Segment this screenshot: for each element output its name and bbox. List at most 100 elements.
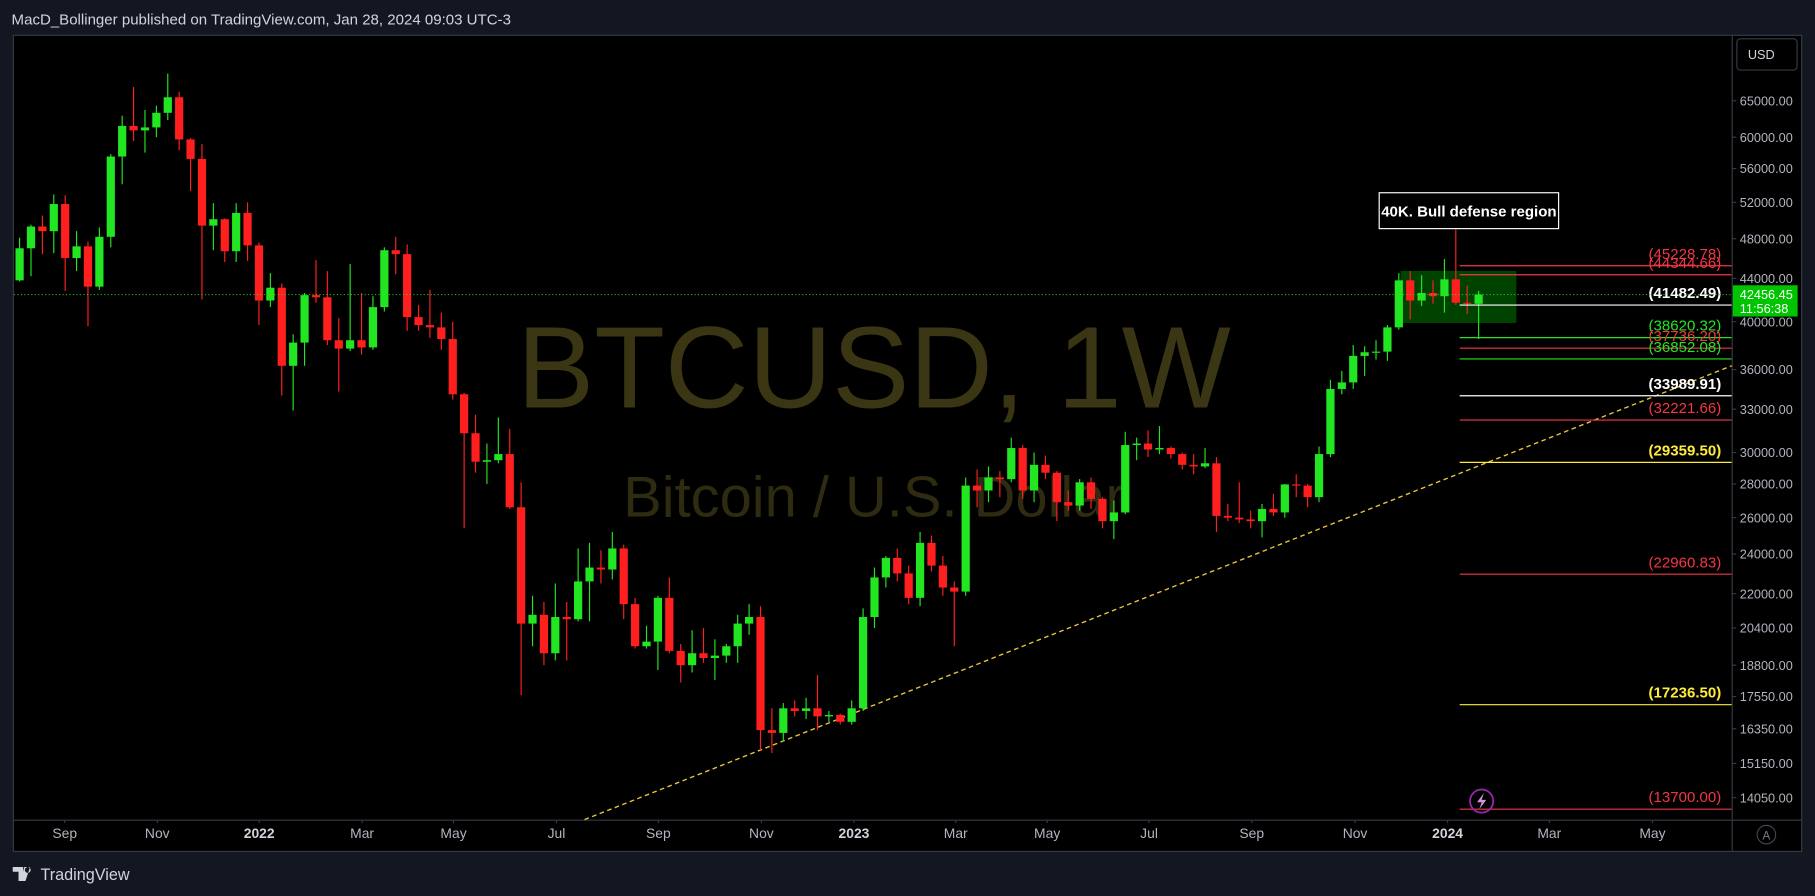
candle-body bbox=[1143, 443, 1153, 450]
x-tick-label: Sep bbox=[646, 825, 671, 841]
y-tick-label: 20400.00 bbox=[1740, 621, 1793, 636]
candle-body bbox=[106, 156, 115, 237]
candle-body bbox=[893, 557, 902, 574]
candle-body bbox=[1041, 464, 1050, 473]
y-tick-label: 28000.00 bbox=[1740, 477, 1793, 492]
candle-body bbox=[83, 246, 93, 287]
candle-body bbox=[1269, 508, 1278, 513]
candle-body bbox=[870, 577, 879, 618]
candle-body bbox=[140, 127, 150, 131]
candle-body bbox=[744, 617, 754, 624]
candle-body bbox=[1086, 482, 1096, 499]
candle-body bbox=[631, 604, 640, 647]
level-label: (41482.49) bbox=[1649, 285, 1722, 302]
x-tick-label: Nov bbox=[145, 825, 170, 841]
currency-label: USD bbox=[1748, 47, 1775, 62]
candle-body bbox=[733, 623, 742, 647]
candle-body bbox=[1440, 279, 1449, 297]
y-tick-label: 22000.00 bbox=[1740, 586, 1793, 601]
candle-body bbox=[254, 245, 264, 301]
candle-body bbox=[197, 158, 207, 226]
candle-body bbox=[220, 219, 229, 252]
candle-body bbox=[232, 212, 241, 252]
level-label: (36852.08) bbox=[1649, 339, 1722, 356]
candle-body bbox=[1166, 448, 1175, 455]
candle-body bbox=[186, 139, 195, 159]
candle-body bbox=[380, 250, 389, 308]
candle-body bbox=[1257, 508, 1267, 522]
event-icon-bolt bbox=[1477, 792, 1487, 810]
candle-body bbox=[1371, 351, 1381, 353]
trend-line bbox=[584, 365, 1732, 821]
candle-body bbox=[357, 340, 366, 348]
brand-logo bbox=[12, 867, 31, 881]
candle-body bbox=[277, 287, 286, 366]
candle-body bbox=[61, 204, 70, 259]
candle-body bbox=[779, 708, 788, 733]
candle-body bbox=[676, 650, 685, 666]
x-tick-label: May bbox=[1034, 825, 1060, 841]
candle-body bbox=[1428, 293, 1438, 297]
x-tick-label: 2022 bbox=[244, 825, 275, 841]
candle-body bbox=[1303, 485, 1312, 498]
currency-button[interactable] bbox=[1736, 38, 1798, 71]
candle-body bbox=[437, 327, 446, 340]
candle-body bbox=[460, 394, 469, 434]
level-label: (44344.66) bbox=[1649, 255, 1722, 272]
overlay: (45228.78)(44344.66) (41482.49) (38620.32)… bbox=[13, 246, 1732, 810]
candle-body bbox=[1052, 472, 1061, 503]
chart-frame bbox=[12, 34, 1803, 853]
candle-body bbox=[15, 248, 24, 281]
candle-body bbox=[950, 587, 959, 592]
candle-body bbox=[517, 507, 526, 624]
candle-body bbox=[801, 708, 811, 711]
candle-body bbox=[26, 226, 36, 249]
candle-body bbox=[1155, 448, 1164, 450]
x-tick-label: Jul bbox=[1140, 825, 1158, 841]
note-box bbox=[1378, 192, 1560, 230]
candle-body bbox=[528, 614, 537, 624]
candle-body bbox=[289, 342, 298, 366]
candle-body bbox=[642, 641, 651, 647]
candle-body bbox=[152, 112, 161, 128]
y-tick-label: 15150.00 bbox=[1740, 756, 1793, 771]
candle-body bbox=[961, 485, 970, 592]
candle-body bbox=[665, 597, 674, 651]
y-tick-label: 24000.00 bbox=[1740, 547, 1793, 562]
note-text: 40K. Bull defense region bbox=[1381, 203, 1556, 220]
level-label: (38620.32) bbox=[1649, 318, 1722, 335]
level-label: (45228.78) bbox=[1649, 246, 1722, 263]
level-label: (29359.50) bbox=[1649, 442, 1722, 459]
description-watermark: Bitcoin / U.S. Dollar bbox=[623, 465, 1125, 529]
candle-body bbox=[163, 97, 172, 113]
candle-body bbox=[1223, 515, 1232, 518]
candle-body bbox=[688, 653, 697, 666]
last-price-tag bbox=[1732, 285, 1798, 317]
candle-body bbox=[995, 477, 1004, 480]
candle-body bbox=[391, 250, 400, 255]
candle-body bbox=[539, 614, 549, 654]
y-tick-label: 40000.00 bbox=[1740, 314, 1793, 329]
x-tick-label: Jul bbox=[548, 825, 566, 841]
candle-body bbox=[403, 254, 412, 318]
candle-body bbox=[118, 125, 127, 157]
autoscale-button[interactable] bbox=[1756, 824, 1777, 845]
candle-body bbox=[722, 646, 731, 656]
candle-body bbox=[346, 340, 355, 349]
candle-body bbox=[1314, 454, 1324, 498]
candle-body bbox=[904, 573, 913, 598]
candle-body bbox=[574, 581, 583, 620]
candle-body bbox=[1098, 498, 1107, 522]
candle-body bbox=[915, 542, 925, 598]
x-tick-label: Mar bbox=[944, 825, 968, 841]
candle-body bbox=[494, 454, 503, 461]
y-tick-label: 44000.00 bbox=[1740, 271, 1793, 286]
event-icon[interactable] bbox=[1469, 788, 1495, 814]
candle-body bbox=[551, 617, 560, 654]
candle-body bbox=[847, 708, 856, 722]
header: MacD_Bollinger published on TradingView.… bbox=[12, 11, 511, 28]
candle-body bbox=[209, 219, 218, 226]
y-tick-label: 33000.00 bbox=[1740, 402, 1793, 417]
candle-body bbox=[1018, 448, 1027, 491]
y-tick-label: 60000.00 bbox=[1740, 130, 1793, 145]
